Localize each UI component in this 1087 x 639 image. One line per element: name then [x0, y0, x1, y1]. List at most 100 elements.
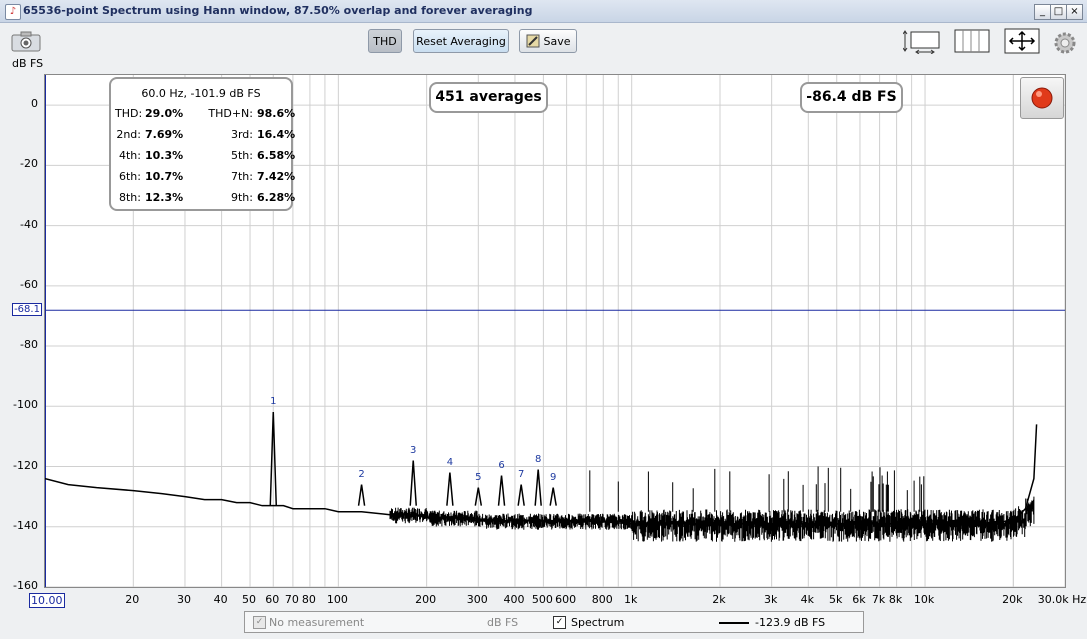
x-tick-label: 10k: [913, 593, 935, 606]
record-icon: [1031, 87, 1053, 109]
y-tick-label: -100: [13, 398, 38, 412]
x-tick-label: 6k: [852, 593, 866, 606]
harmonic-value: 29.0%: [145, 107, 184, 120]
noise-band: [389, 496, 1035, 542]
spectrum-label: Spectrum: [571, 616, 625, 629]
reset-averaging-button[interactable]: Reset Averaging: [413, 29, 509, 53]
x-tick-label: 600: [555, 593, 577, 606]
level-readout: -86.4 dB FS: [800, 82, 903, 113]
legend-line-swatch: [719, 622, 749, 624]
harmonic-value: 7.42%: [257, 170, 296, 183]
grid-columns-icon[interactable]: [954, 28, 990, 54]
harmonic-value: 7.69%: [145, 128, 184, 141]
thd-button[interactable]: THD: [368, 29, 402, 53]
camera-icon[interactable]: [11, 30, 41, 52]
save-icon: [526, 34, 540, 48]
harmonic-peak: [269, 411, 278, 506]
harmonics-row: 2nd: 7.69% 3rd: 16.4%: [111, 128, 296, 144]
pan-zoom-icon[interactable]: [1004, 28, 1040, 54]
harmonic-key: 8th:: [119, 191, 141, 204]
no-measurement-checkbox[interactable]: ✓: [253, 616, 266, 629]
harmonic-label: 8: [534, 453, 542, 465]
spectrum-chart: [45, 75, 1065, 587]
y-tick-label: 0: [31, 97, 38, 111]
y-tick-label: -60: [20, 277, 38, 291]
harmonic-label: 6: [498, 459, 505, 471]
harmonics-row: 6th: 10.7% 7th: 7.42%: [111, 170, 296, 186]
harmonic-key: THD:: [115, 107, 143, 120]
x-tick-label: 70: [284, 593, 299, 606]
x-tick-label: 5k: [829, 593, 843, 606]
harmonics-row: 4th: 10.3% 5th: 6.58%: [111, 149, 296, 165]
y-tick-label: -140: [13, 518, 38, 532]
no-measurement-label: No measurement: [269, 616, 365, 629]
harmonic-label: 3: [410, 444, 417, 456]
x-tick-label: 50: [242, 593, 257, 606]
harmonic-key: THD+N:: [208, 107, 253, 120]
harmonic-key: 3rd:: [230, 128, 253, 141]
y-tick-label: -160: [13, 579, 38, 592]
harmonic-peak: [446, 472, 454, 506]
harmonic-key: 4th:: [119, 149, 141, 162]
y-tick-label: -20: [20, 157, 38, 171]
spectrum-checkbox[interactable]: ✓: [553, 616, 566, 629]
legend-unit: dB FS: [487, 616, 519, 629]
harmonic-value: 6.58%: [257, 149, 296, 162]
harmonic-value: 98.6%: [257, 107, 296, 120]
x-tick-label: 60: [265, 593, 280, 606]
x-tick-label: 200: [415, 593, 437, 606]
harmonic-key: 7th:: [231, 170, 253, 183]
harmonic-label: 4: [446, 456, 454, 468]
save-button[interactable]: Save: [519, 29, 577, 53]
harmonic-value: 10.7%: [145, 170, 184, 183]
x-tick-label: 80: [301, 593, 316, 606]
x-tick-label: 3k: [763, 593, 778, 606]
y-tick-label: -40: [20, 217, 38, 231]
thd-readout-panel: 60.0 Hz, -101.9 dB FS THD: 29.0% THD+N: 98.…: [109, 77, 296, 211]
harmonic-value: 12.3%: [145, 191, 184, 204]
spectrum-plot[interactable]: 60.0 Hz, -101.9 dB FS THD: 29.0% THD+N: 98.…: [44, 74, 1066, 588]
gear-icon[interactable]: [1052, 30, 1078, 56]
peak-readout: 60.0 Hz, -101.9 dB FS: [141, 87, 261, 100]
x-tick-label: 2k: [712, 593, 726, 606]
record-button[interactable]: [1020, 77, 1064, 119]
x-tick-label: 30.0k Hz: [1037, 593, 1087, 606]
window-title: 65536-point Spectrum using Hann window, …: [23, 4, 533, 17]
harmonic-peak: [474, 487, 483, 506]
x-tick-label: 500: [531, 593, 553, 606]
harmonic-label: 9: [550, 471, 557, 483]
harmonic-peak: [534, 469, 542, 506]
harmonic-key: 9th:: [231, 191, 253, 204]
x-tick-label: 20: [125, 593, 140, 606]
x-tick-label: 800: [591, 593, 613, 606]
harmonic-key: 5th:: [231, 149, 253, 162]
averages-readout: 451 averages: [429, 82, 548, 113]
harmonic-peak: [549, 487, 557, 506]
save-label: Save: [543, 35, 571, 48]
x-tick-label: 20k: [1002, 593, 1023, 606]
harmonic-value: 16.4%: [257, 128, 296, 141]
app-icon: ♪: [5, 4, 21, 20]
x-tick-label: 4k: [800, 593, 814, 606]
harmonic-key: 6th:: [119, 170, 141, 183]
y-tick-label: -80: [20, 338, 38, 352]
close-button[interactable]: ×: [1066, 4, 1083, 20]
x-tick-label: 100: [326, 593, 348, 606]
harmonic-peak: [409, 460, 417, 506]
harmonic-label: 5: [475, 471, 482, 483]
harmonic-label: 1: [270, 396, 277, 408]
window-size-icon[interactable]: [902, 28, 941, 55]
harmonic-peak: [357, 484, 366, 506]
maximize-button[interactable]: □: [1050, 4, 1067, 20]
x-tick-label: 40: [213, 593, 228, 606]
marker-level-tag[interactable]: -68.1: [12, 303, 42, 317]
harmonic-peak: [517, 484, 525, 506]
minimize-button[interactable]: _: [1034, 4, 1051, 20]
x-tick-label: 300: [466, 593, 488, 606]
x-tick-label: 7k: [871, 593, 886, 606]
x-tick-label: 400: [503, 593, 525, 606]
harmonic-value: 6.28%: [257, 191, 296, 204]
harmonic-label: 2: [358, 468, 365, 480]
x-tick-label: 30: [176, 593, 191, 606]
x-tick-label: 1k: [624, 593, 638, 606]
